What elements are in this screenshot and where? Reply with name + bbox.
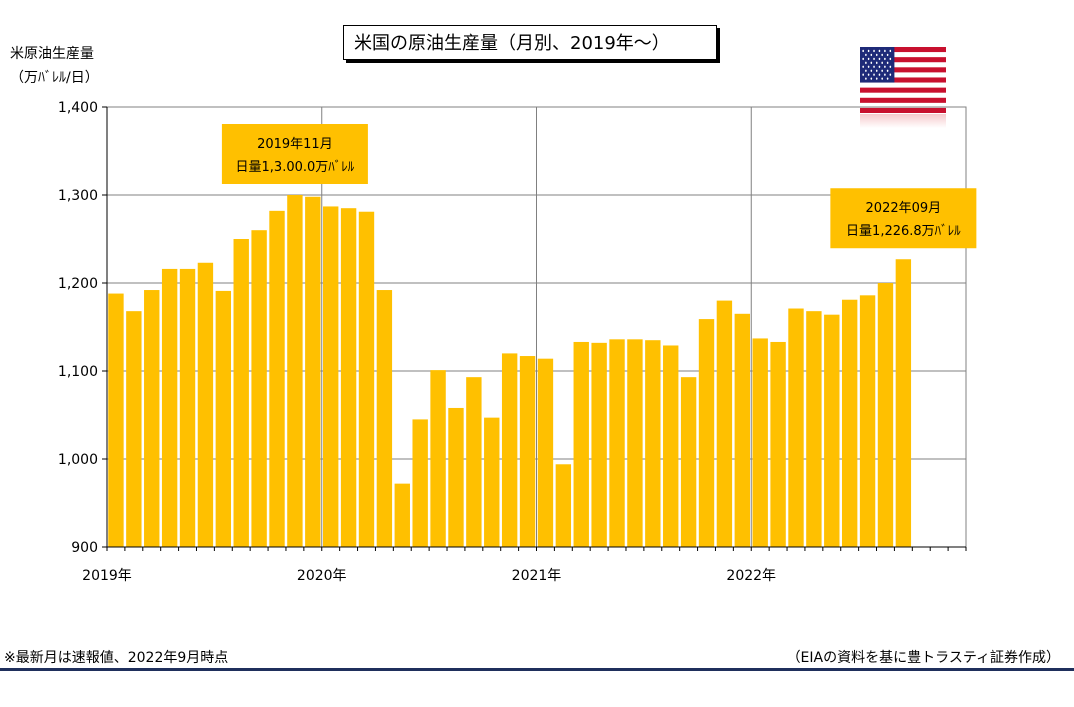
y-tick-label: 1,400 [58,100,98,116]
bar-2022-07 [859,295,876,547]
bar-2021-03 [573,341,589,547]
bar-2020-07 [430,370,446,547]
y-tick-label: 1,100 [58,364,98,380]
bar-2020-02 [340,208,357,547]
y-tick-label: 1,200 [58,276,98,292]
bar-2022-02 [770,341,786,547]
bottom-divider [0,668,1074,671]
x-tick-label: 2022年 [726,568,776,584]
y-axis-label-line1: 米原油生産量 [10,46,94,62]
bar-2020-10 [484,417,500,547]
us-flag-icon [860,47,946,113]
annotation-value: 日量1,3.00.0万ﾊﾞﾚﾙ [236,160,355,175]
bar-2021-07 [645,340,661,547]
y-tick-label: 1,300 [58,188,98,204]
bar-2021-11 [716,300,733,547]
bar-2019-06 [197,262,214,547]
bar-2020-01 [323,206,339,547]
bar-2022-03 [788,308,804,547]
bar-2021-01 [537,358,554,547]
bar-2019-03 [144,290,160,547]
bar-2020-03 [358,211,375,547]
annotation-date: 2022年09月 [866,201,942,216]
bar-2022-08 [877,283,894,547]
footnote-text: ※最新月は速報値、2022年9月時点 [4,650,229,666]
bar-2021-02 [555,464,572,547]
bar-2019-11 [287,195,303,547]
annotation-value: 日量1,226.8万ﾊﾞﾚﾙ [846,224,961,239]
bar-2022-04 [806,311,822,547]
bar-2021-09 [680,377,697,547]
bar-2021-12 [734,313,750,547]
bar-2020-08 [448,407,464,547]
bar-2019-02 [126,311,142,547]
bar-chart: 900 1,000 1,100 1,200 1,300 1,400 2019年 2020年 20… [58,100,977,584]
chart-title: 米国の原油生産量（月別、2019年～） [343,25,717,60]
bar-2020-11 [501,353,518,547]
x-tick-label: 2019年 [82,568,132,584]
y-tick-label: 1,000 [58,452,98,468]
bar-2020-12 [519,356,536,547]
bar-2019-10 [269,210,285,547]
bar-2019-12 [305,196,321,547]
bar-2021-06 [627,339,643,547]
annotation-box [830,188,977,249]
flag-reflection [860,114,946,128]
bar-2020-06 [412,419,428,547]
bar-2019-07 [215,290,232,547]
x-tick-label: 2021年 [512,568,562,584]
bar-2022-05 [824,314,840,547]
x-tick-label: 2020年 [297,568,347,584]
bar-2021-04 [591,342,607,547]
bar-2022-09 [895,259,912,547]
bar-2020-05 [394,483,410,547]
bar-2019-09 [251,230,267,547]
bar-2019-04 [161,268,178,547]
y-axis-label-line2: （万ﾊﾞﾚﾙ/日） [10,70,99,86]
annotation-box [221,124,368,184]
bar-2020-09 [466,377,482,547]
annotation-date: 2019年11月 [257,137,333,152]
y-tick-label: 900 [71,540,98,556]
bar-2019-01 [108,293,124,547]
bar-2021-10 [698,319,715,547]
bar-2022-01 [752,338,768,547]
bar-2020-04 [376,290,393,547]
y-axis-label: 米原油生産量 （万ﾊﾞﾚﾙ/日） [10,42,99,90]
source-text: （EIAの資料を基に豊トラスティ証券作成） [786,650,1060,666]
bar-2019-08 [233,239,249,547]
bar-2019-05 [179,268,196,547]
bar-2021-08 [663,345,679,547]
bar-2021-05 [609,339,625,547]
bar-2022-06 [841,299,858,547]
